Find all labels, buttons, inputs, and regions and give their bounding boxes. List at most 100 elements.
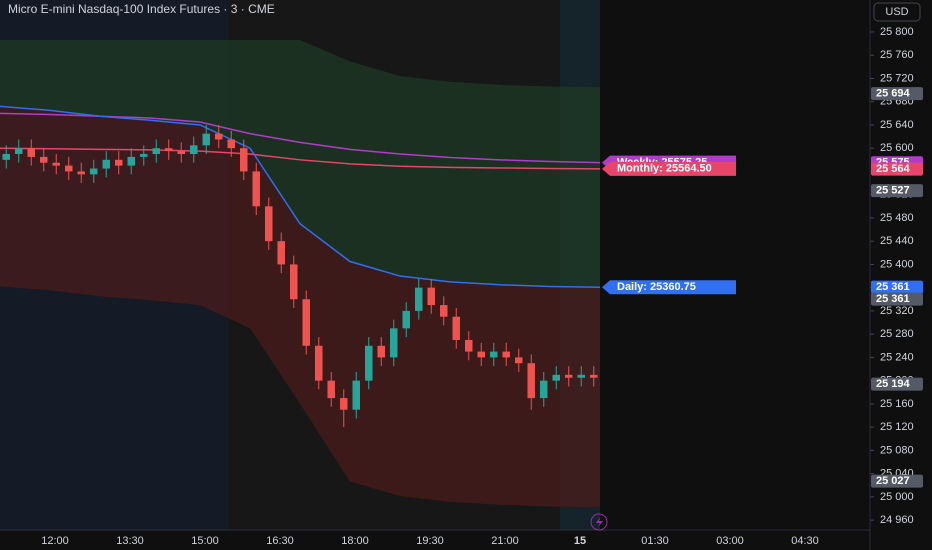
- candle-body: [402, 310, 410, 329]
- candle-body: [390, 328, 398, 358]
- value-tag-label: Monthly: 25564.50: [617, 163, 712, 175]
- candle-body: [90, 168, 98, 175]
- candle-body: [490, 351, 498, 358]
- candle-body: [277, 241, 285, 265]
- candle-body: [302, 299, 310, 346]
- value-tag: [602, 280, 736, 295]
- candle-body: [415, 287, 423, 311]
- candle-body: [215, 133, 223, 140]
- candle-body: [502, 351, 510, 358]
- candle-body: [102, 159, 110, 169]
- candle-body: [165, 148, 173, 152]
- x-tick-label: 13:30: [116, 535, 144, 547]
- candle-body: [377, 345, 385, 358]
- x-tick-label: 15:00: [191, 535, 219, 547]
- y-tick-label: 25 280: [880, 328, 914, 340]
- candle-body: [590, 374, 598, 378]
- y-tick-label: 25 600: [880, 142, 914, 154]
- chart-title: Micro E-mini Nasdaq-100 Index Futures · …: [8, 2, 275, 16]
- y-tick-label: 25 240: [880, 351, 914, 363]
- x-tick-label: 19:30: [416, 535, 444, 547]
- candle-body: [540, 380, 548, 399]
- candle-body: [365, 345, 373, 381]
- x-tick-label: 15: [574, 535, 586, 547]
- x-tick-label: 12:00: [41, 535, 69, 547]
- price-badge: [871, 280, 923, 294]
- candle-body: [465, 339, 473, 352]
- price-badge-label: 25 027: [876, 475, 910, 487]
- vwap-line: [0, 147, 601, 170]
- marks: [0, 105, 601, 428]
- candle-body: [565, 374, 573, 378]
- candle-body: [252, 171, 260, 207]
- candle-body: [77, 171, 85, 175]
- y-tick-label: 25 160: [880, 398, 914, 410]
- bands: [0, 40, 600, 508]
- candle-body: [152, 148, 160, 155]
- y-tick-label: 25 320: [880, 305, 914, 317]
- candle-body: [265, 206, 273, 242]
- upper-band: [0, 40, 600, 288]
- candle-body: [352, 380, 360, 410]
- candle-body: [177, 151, 185, 155]
- candle-body: [315, 345, 323, 381]
- price-badge-label: 25 361: [876, 281, 910, 293]
- candle-body: [515, 357, 523, 364]
- price-badge-label: 25 361: [876, 293, 910, 305]
- price-badge: [871, 377, 923, 391]
- x-tick-label: 04:30: [791, 535, 819, 547]
- price-badge: [871, 474, 923, 488]
- y-tick-label: 25 480: [880, 212, 914, 224]
- currency-button[interactable]: [873, 2, 921, 22]
- price-badge-label: 25 564: [876, 163, 911, 175]
- lower-band: [0, 106, 600, 508]
- candle-body: [527, 363, 535, 399]
- x-tick-label: 03:00: [716, 535, 744, 547]
- candle-body: [290, 264, 298, 300]
- candle-body: [552, 374, 560, 381]
- candle-body: [127, 156, 135, 166]
- currency-label[interactable]: USD: [885, 6, 908, 18]
- x-tick-label: 18:00: [341, 535, 369, 547]
- event-icon-bolt: [596, 517, 603, 527]
- x-tick-label: 01:30: [641, 535, 669, 547]
- candle-body: [115, 159, 123, 166]
- candle-body: [452, 316, 460, 340]
- price-badge-label: 25 527: [876, 185, 910, 197]
- price-badge: [871, 292, 923, 306]
- candle-body: [190, 145, 198, 155]
- candle-body: [577, 374, 585, 378]
- candle-body: [2, 154, 10, 160]
- y-tick-label: 25 120: [880, 421, 914, 433]
- y-tick-label: 25 800: [880, 26, 914, 38]
- price-badge: [871, 87, 923, 101]
- event-icon[interactable]: [590, 513, 608, 531]
- y-tick-label: 25 080: [880, 444, 914, 456]
- x-tick-label: 16:30: [266, 535, 294, 547]
- candle-body: [440, 305, 448, 317]
- candle-body: [65, 165, 73, 172]
- y-tick-label: 24 960: [880, 514, 914, 526]
- candle-body: [240, 148, 248, 172]
- price-badge-label: 25 194: [876, 378, 911, 390]
- y-tick-label: 25 640: [880, 119, 914, 131]
- y-tick-label: 25 760: [880, 49, 914, 61]
- y-tick-label: 25 400: [880, 258, 914, 270]
- candle-body: [40, 156, 48, 163]
- candle-body: [227, 139, 235, 149]
- candle-body: [27, 148, 35, 157]
- y-tick-label: 25 720: [880, 72, 914, 84]
- candle-body: [427, 287, 435, 306]
- candle-body: [477, 351, 485, 358]
- candle-body: [15, 148, 23, 155]
- candle-body: [140, 154, 148, 157]
- y-tick-label: 25 000: [880, 491, 914, 503]
- candle-body: [202, 133, 210, 146]
- price-badge-label: 25 694: [876, 87, 911, 99]
- candle-body: [327, 380, 335, 399]
- value-tag: [602, 161, 736, 176]
- y-tick-label: 25 440: [880, 235, 914, 247]
- value-tag-label: Daily: 25360.75: [617, 281, 696, 293]
- vwap-line: [0, 105, 601, 288]
